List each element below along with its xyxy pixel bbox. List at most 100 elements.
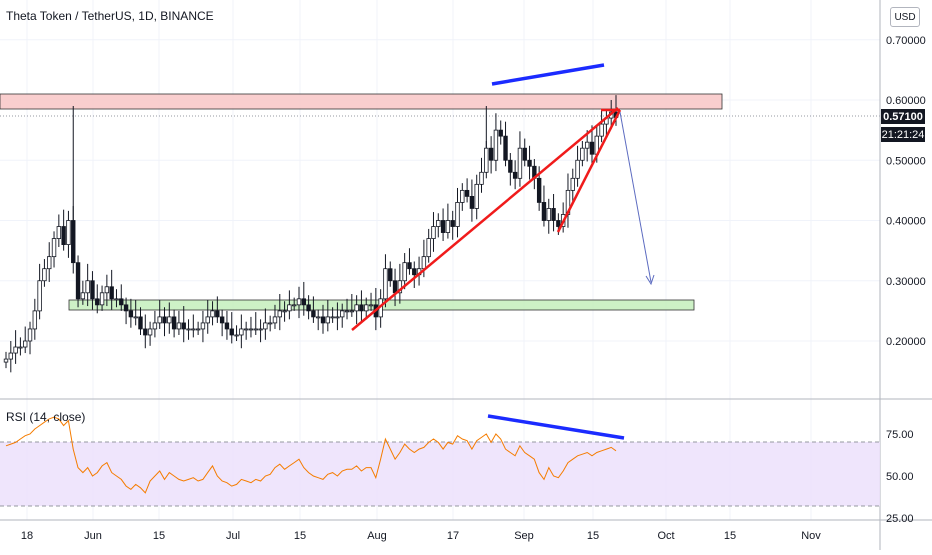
- candle-body: [575, 159, 580, 179]
- candle-body: [407, 262, 412, 270]
- candle-body: [359, 304, 364, 312]
- candle-body: [186, 328, 191, 331]
- candle-body: [541, 202, 547, 221]
- candle-body: [47, 256, 52, 270]
- candle-body: [37, 280, 42, 312]
- candle-body: [147, 328, 153, 336]
- axis-corner-button[interactable]: [882, 522, 930, 548]
- price-tick-label: 0.70000: [886, 35, 926, 47]
- countdown-label: 21:21:24: [882, 129, 925, 141]
- candle-body: [474, 183, 479, 209]
- candle-body: [479, 171, 484, 185]
- candle-body: [364, 304, 369, 312]
- candle-body: [171, 316, 177, 330]
- candle-body: [61, 226, 66, 245]
- candle-body: [243, 328, 249, 331]
- candle-body: [239, 328, 244, 336]
- candle-body: [392, 280, 398, 294]
- projection-arrow-head: [645, 274, 655, 286]
- time-tick-label: Jul: [226, 530, 240, 542]
- last-price-label: 0.57100: [883, 111, 923, 123]
- candle-body: [306, 304, 311, 312]
- price-divergence-line[interactable]: [491, 63, 605, 86]
- candle-body: [272, 316, 278, 324]
- candle-body: [157, 316, 162, 324]
- candle-body: [253, 328, 258, 331]
- candle-body: [287, 304, 292, 312]
- candle-body: [450, 220, 455, 227]
- candle-body: [488, 147, 494, 161]
- candle-body: [224, 322, 230, 330]
- candle-body: [599, 123, 604, 137]
- candle-body: [42, 268, 47, 282]
- candle-body: [440, 220, 446, 233]
- currency-button[interactable]: USD: [890, 7, 920, 27]
- time-tick-label: 18: [21, 530, 33, 542]
- candle-body: [330, 316, 335, 319]
- candle-body: [556, 220, 561, 227]
- candle-body: [104, 286, 110, 294]
- projection-arrow-line[interactable]: [619, 111, 652, 283]
- candle-body: [311, 310, 316, 318]
- time-tick-label: 15: [153, 530, 165, 542]
- candle-body: [421, 256, 427, 270]
- candle-body: [570, 177, 575, 191]
- candle-body: [56, 226, 62, 239]
- candle-body: [503, 135, 508, 161]
- candle-body: [340, 310, 345, 318]
- time-tick-label: 15: [724, 530, 736, 542]
- rsi-line: [5, 416, 617, 494]
- candle-body: [517, 147, 523, 179]
- candle-body: [436, 220, 441, 227]
- time-tick-label: 17: [447, 530, 459, 542]
- last-price-label-box: [881, 109, 925, 124]
- candle-body: [431, 226, 436, 239]
- candle-body: [277, 310, 282, 318]
- candle-body: [191, 328, 196, 331]
- rsi-title[interactable]: RSI (14, close): [6, 410, 85, 424]
- candle-body: [210, 310, 215, 318]
- candle-body: [32, 310, 38, 330]
- candle-body: [133, 316, 138, 319]
- price-tick-label: 0.30000: [886, 276, 926, 288]
- candle-body: [402, 262, 407, 282]
- candle-body: [325, 316, 331, 324]
- candle-body: [464, 189, 470, 197]
- candle-body: [584, 141, 590, 149]
- price-tick-label: 0.40000: [886, 216, 926, 228]
- resistance-zone[interactable]: [0, 93, 723, 110]
- candle-body: [114, 298, 119, 301]
- candle-body: [195, 328, 201, 331]
- candle-body: [99, 292, 105, 306]
- candle-body: [181, 322, 186, 330]
- rsi-divergence-line[interactable]: [487, 414, 625, 440]
- candle-body: [167, 316, 172, 324]
- wedge-upper-trendline[interactable]: [556, 109, 622, 233]
- candle-body: [460, 189, 465, 203]
- candle-body: [412, 268, 417, 276]
- candle-body: [176, 322, 182, 330]
- candle-body: [143, 328, 148, 336]
- candle-body: [580, 147, 585, 161]
- candle-body: [301, 298, 306, 306]
- candle-body: [200, 322, 206, 330]
- price-tick-label: 0.50000: [886, 155, 926, 167]
- price-tick-label: 0.60000: [886, 95, 926, 107]
- candle-body: [344, 310, 350, 313]
- time-tick-label: Nov: [801, 530, 821, 542]
- candle-body: [51, 238, 57, 258]
- candle-body: [469, 195, 475, 209]
- wedge-lower-trendline[interactable]: [351, 107, 619, 331]
- candle-body: [8, 352, 14, 360]
- candle-body: [551, 208, 556, 221]
- candle-body: [349, 310, 355, 313]
- candle-body: [90, 280, 95, 300]
- candle-body: [291, 304, 297, 307]
- candle-body: [66, 220, 71, 246]
- symbol-title[interactable]: Theta Token / TetherUS, 1D, BINANCE: [6, 9, 214, 23]
- time-tick-label: Aug: [367, 530, 387, 542]
- candle-body: [508, 159, 513, 173]
- candle-body: [296, 298, 302, 306]
